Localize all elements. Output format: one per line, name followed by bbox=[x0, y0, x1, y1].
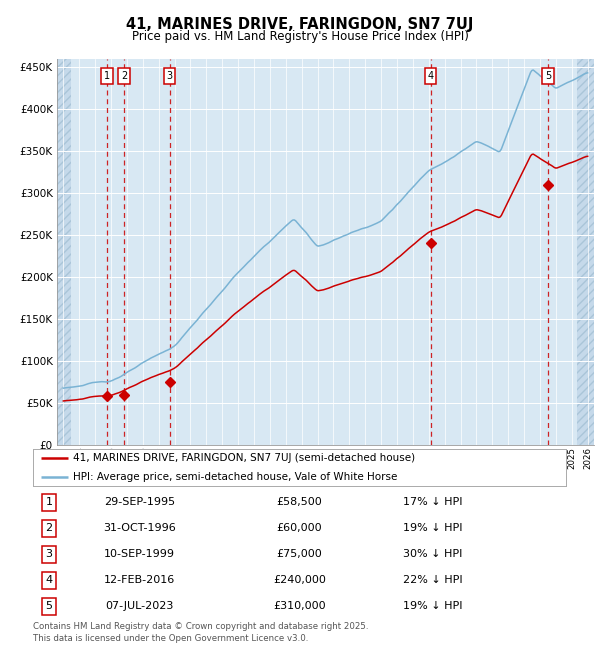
Text: 10-SEP-1999: 10-SEP-1999 bbox=[104, 549, 175, 560]
Text: £240,000: £240,000 bbox=[273, 575, 326, 586]
Text: Price paid vs. HM Land Registry's House Price Index (HPI): Price paid vs. HM Land Registry's House … bbox=[131, 30, 469, 43]
Text: 3: 3 bbox=[46, 549, 52, 560]
Text: 4: 4 bbox=[46, 575, 53, 586]
Text: 41, MARINES DRIVE, FARINGDON, SN7 7UJ: 41, MARINES DRIVE, FARINGDON, SN7 7UJ bbox=[127, 16, 473, 32]
Text: £75,000: £75,000 bbox=[277, 549, 322, 560]
Text: £310,000: £310,000 bbox=[273, 601, 326, 612]
Text: 41, MARINES DRIVE, FARINGDON, SN7 7UJ (semi-detached house): 41, MARINES DRIVE, FARINGDON, SN7 7UJ (s… bbox=[73, 453, 415, 463]
Text: 19% ↓ HPI: 19% ↓ HPI bbox=[403, 523, 463, 534]
Text: 2: 2 bbox=[46, 523, 53, 534]
Text: Contains HM Land Registry data © Crown copyright and database right 2025.: Contains HM Land Registry data © Crown c… bbox=[33, 622, 368, 631]
Text: 31-OCT-1996: 31-OCT-1996 bbox=[103, 523, 176, 534]
Text: 29-SEP-1995: 29-SEP-1995 bbox=[104, 497, 175, 508]
Text: 3: 3 bbox=[167, 71, 173, 81]
Text: 07-JUL-2023: 07-JUL-2023 bbox=[106, 601, 174, 612]
Text: HPI: Average price, semi-detached house, Vale of White Horse: HPI: Average price, semi-detached house,… bbox=[73, 472, 397, 482]
Bar bbox=[57, 58, 71, 445]
Text: 12-FEB-2016: 12-FEB-2016 bbox=[104, 575, 175, 586]
Text: 22% ↓ HPI: 22% ↓ HPI bbox=[403, 575, 463, 586]
Text: 1: 1 bbox=[104, 71, 110, 81]
Text: 5: 5 bbox=[545, 71, 551, 81]
Text: 17% ↓ HPI: 17% ↓ HPI bbox=[403, 497, 463, 508]
Text: This data is licensed under the Open Government Licence v3.0.: This data is licensed under the Open Gov… bbox=[33, 634, 308, 643]
Text: 5: 5 bbox=[46, 601, 52, 612]
Text: £60,000: £60,000 bbox=[277, 523, 322, 534]
Text: 30% ↓ HPI: 30% ↓ HPI bbox=[403, 549, 462, 560]
Text: 4: 4 bbox=[428, 71, 434, 81]
Text: 19% ↓ HPI: 19% ↓ HPI bbox=[403, 601, 463, 612]
Text: £58,500: £58,500 bbox=[277, 497, 322, 508]
Text: 1: 1 bbox=[46, 497, 52, 508]
Text: 2: 2 bbox=[121, 71, 127, 81]
Bar bbox=[577, 58, 594, 445]
